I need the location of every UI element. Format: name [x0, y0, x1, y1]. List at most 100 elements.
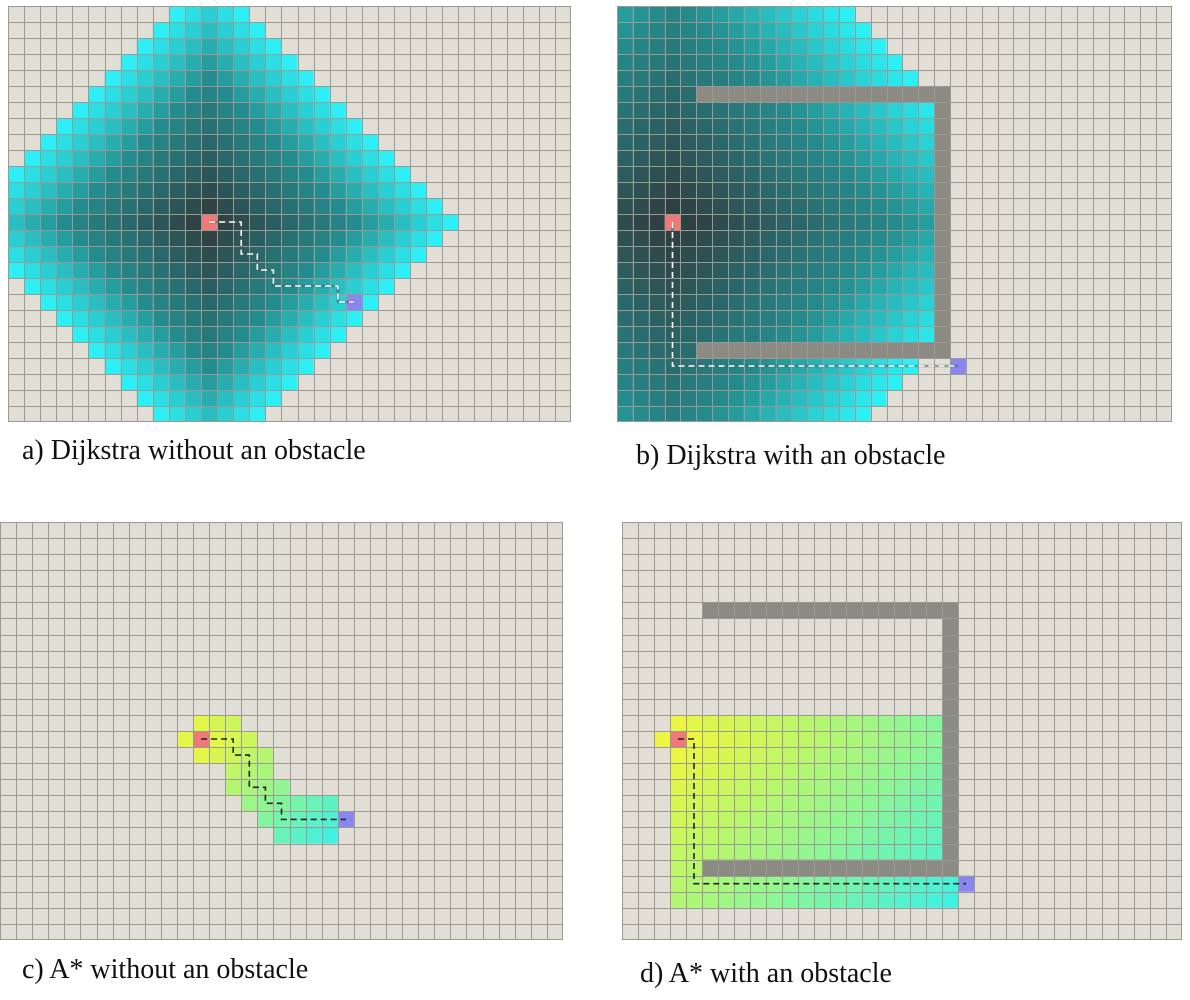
explored-cell	[120, 102, 137, 118]
explored-cell	[201, 294, 218, 310]
explored-cell	[782, 811, 798, 828]
explored-cell	[870, 134, 887, 150]
explored-cell	[56, 278, 73, 294]
explored-cell	[902, 326, 919, 342]
explored-cell	[918, 294, 935, 310]
explored-cell	[886, 166, 903, 182]
explored-cell	[394, 214, 411, 230]
explored-cell	[281, 246, 298, 262]
explored-cell	[104, 294, 121, 310]
explored-cell	[664, 70, 681, 86]
explored-cell	[265, 374, 282, 390]
explored-cell	[217, 294, 234, 310]
explored-cell	[759, 182, 776, 198]
explored-cell	[136, 38, 153, 54]
explored-cell	[281, 134, 298, 150]
explored-cell	[313, 214, 330, 230]
explored-cell	[728, 310, 744, 326]
wall-cell	[934, 294, 951, 311]
explored-cell	[88, 246, 105, 262]
explored-cell	[345, 310, 362, 326]
explored-cell	[297, 118, 314, 134]
shortest-path-line	[201, 738, 346, 821]
explored-cell	[313, 310, 330, 326]
explored-cell	[617, 22, 633, 38]
explored-cell	[728, 246, 744, 262]
explored-cell	[184, 374, 202, 390]
explored-cell	[249, 230, 266, 246]
explored-cell	[136, 278, 153, 294]
explored-cell	[886, 118, 903, 134]
explored-cell	[168, 214, 185, 230]
explored-cell	[743, 102, 760, 118]
explored-cell	[902, 150, 919, 166]
explored-cell	[217, 230, 234, 246]
explored-cell	[72, 262, 89, 278]
wall-cell	[942, 698, 959, 716]
explored-cell	[807, 326, 824, 342]
explored-cell	[854, 246, 871, 262]
explored-cell	[696, 22, 713, 38]
explored-cell	[136, 134, 153, 150]
explored-cell	[377, 198, 395, 214]
wall-cell	[918, 342, 935, 359]
explored-cell	[791, 278, 808, 294]
explored-cell	[878, 811, 894, 828]
explored-cell	[734, 714, 750, 731]
explored-cell	[870, 294, 887, 310]
explored-cell	[257, 811, 274, 828]
explored-cell	[297, 214, 314, 230]
explored-cell	[217, 262, 234, 278]
explored-cell	[791, 310, 808, 326]
explored-cell	[201, 326, 218, 342]
explored-cell	[24, 262, 41, 278]
explored-cell	[632, 86, 649, 102]
explored-cell	[249, 70, 266, 86]
explored-cell	[743, 150, 760, 166]
explored-cell	[281, 262, 298, 278]
explored-cell	[313, 246, 330, 262]
explored-cell	[8, 166, 25, 182]
explored-cell	[56, 246, 73, 262]
explored-cells	[654, 714, 958, 908]
explored-cell	[839, 118, 855, 134]
explored-cell	[814, 875, 830, 892]
explored-cell	[313, 182, 330, 198]
explored-cell	[759, 70, 776, 86]
explored-cell	[775, 6, 792, 22]
explored-cell	[670, 714, 686, 731]
explored-cell	[120, 166, 137, 182]
explored-cell	[168, 294, 185, 310]
explored-cell	[233, 118, 250, 134]
explored-cell	[718, 714, 734, 731]
explored-cell	[680, 134, 697, 150]
explored-cell	[680, 22, 697, 38]
explored-cell	[791, 182, 808, 198]
explored-cell	[870, 310, 887, 326]
explored-cell	[632, 326, 649, 342]
explored-cell	[926, 827, 942, 844]
explored-cell	[249, 54, 266, 70]
explored-cell	[886, 198, 903, 214]
explored-cell	[728, 390, 744, 406]
explored-cell	[870, 278, 887, 294]
explored-cell	[168, 54, 185, 70]
explored-cell	[201, 374, 218, 390]
explored-cell	[830, 891, 846, 908]
explored-cell	[728, 214, 744, 230]
explored-cell	[88, 342, 105, 358]
caption-astar-no-obstacle: c) A* without an obstacle	[22, 954, 309, 985]
explored-cell	[926, 763, 942, 780]
explored-cell	[902, 70, 919, 86]
explored-cell	[168, 70, 185, 86]
explored-cell	[120, 262, 137, 278]
explored-cell	[313, 294, 330, 310]
explored-cell	[345, 150, 362, 166]
explored-cell	[209, 714, 226, 731]
explored-cell	[759, 150, 776, 166]
explored-cell	[617, 230, 633, 246]
explored-cell	[807, 166, 824, 182]
explored-cell	[680, 342, 697, 358]
explored-cell	[72, 118, 89, 134]
explored-cell	[670, 779, 686, 796]
